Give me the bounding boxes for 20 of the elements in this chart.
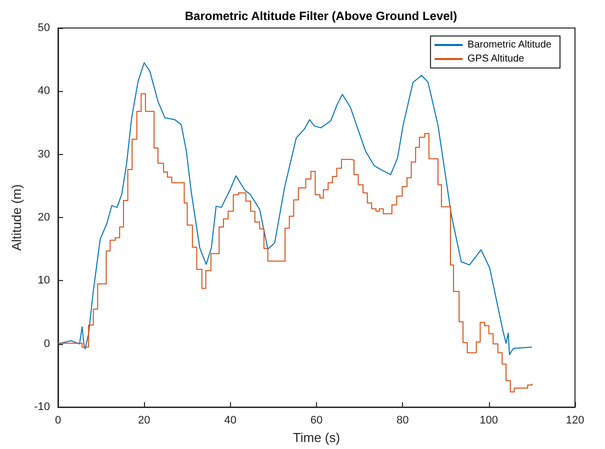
y-tick-label: 40 (38, 85, 50, 98)
y-tick-label: 0 (44, 338, 50, 350)
y-tick-label: 50 (38, 22, 50, 34)
x-axis-title: Time (s) (292, 430, 340, 445)
x-tick-label: 40 (224, 414, 236, 427)
x-tick-label: 0 (54, 414, 62, 427)
x-tick-label: 120 (566, 414, 584, 427)
x-tick-label: 100 (480, 414, 498, 427)
y-tick-label: -10 (34, 401, 50, 414)
y-axis-title: Altitude (m) (9, 184, 24, 251)
y-tick-label: 30 (38, 148, 50, 160)
line-series (58, 62, 532, 356)
legend-label: GPS Altitude (468, 54, 525, 64)
x-tick-label: 80 (396, 414, 409, 427)
x-tick-label: 20 (138, 414, 150, 427)
chart-title: Barometric Altitude Filter (Above Ground Level) (184, 9, 458, 23)
y-tick-label: 20 (38, 212, 50, 224)
x-tick-label: 60 (310, 414, 323, 427)
y-tick-label: 10 (38, 274, 50, 287)
legend-label: Barometric Altitude (468, 40, 552, 50)
